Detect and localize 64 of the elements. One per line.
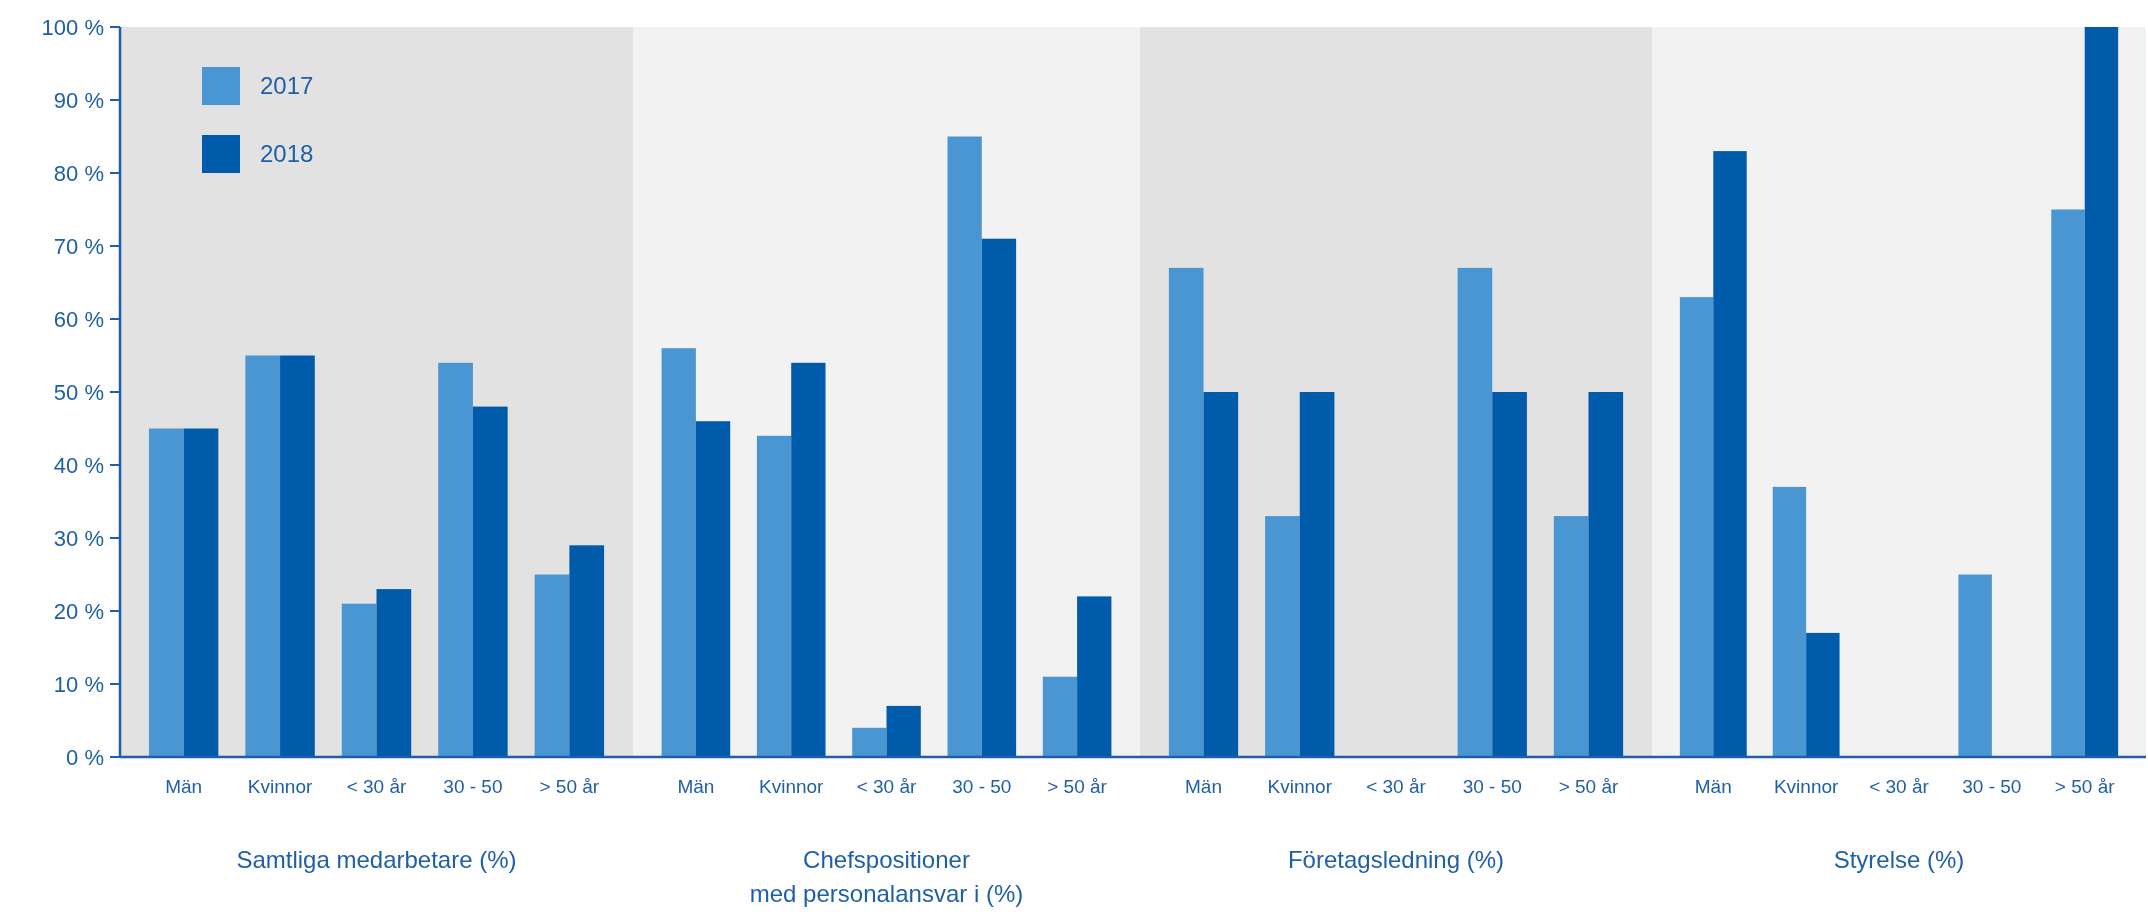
x-tick-label: > 50 år	[2054, 776, 2116, 797]
x-tick-label: > 50 år	[539, 776, 600, 797]
bar	[1077, 596, 1112, 757]
y-tick-label: 30 %	[53, 525, 104, 551]
x-axis-title: Styrelse (%)	[1833, 846, 1965, 873]
bar	[472, 406, 508, 757]
y-tick-label: 0 %	[66, 744, 104, 770]
y-tick-label: 70 %	[53, 233, 104, 259]
x-tick-label: 30 - 50	[1962, 776, 2022, 797]
x-tick-label: < 30 år	[346, 776, 408, 797]
x-axis-title: Chefspositioner med personalansvar i (%)	[749, 846, 1024, 907]
x-tick-label: > 50 år	[1558, 776, 1619, 797]
y-tick-label: 20 %	[53, 598, 104, 624]
x-tick-label: Kvinnor	[758, 776, 825, 797]
x-tick-label: < 30 år	[1869, 776, 1930, 797]
bar	[438, 362, 473, 757]
legend-label: 2017	[260, 72, 314, 100]
bar	[2084, 27, 2119, 757]
bar	[183, 428, 219, 757]
bar	[695, 421, 731, 757]
x-axis-title: Samtliga medarbetare (%)	[236, 846, 517, 873]
bar	[148, 428, 184, 757]
y-tick-label: 60 %	[53, 306, 104, 332]
bar	[534, 574, 570, 757]
y-tick-label: 80 %	[53, 160, 104, 186]
legend-label: 2018	[260, 140, 314, 168]
bar	[376, 589, 412, 757]
x-tick-label: Män	[165, 776, 203, 797]
x-tick-label: 30 - 50	[443, 776, 503, 797]
x-tick-label: < 30 år	[856, 776, 918, 797]
x-tick-label: 30 - 50	[1462, 776, 1522, 797]
bar	[1713, 151, 1747, 757]
y-tick-label: 10 %	[53, 671, 104, 697]
x-tick-label: Kvinnor	[1773, 776, 1840, 797]
bar	[245, 355, 281, 757]
x-tick-label: Kvinnor	[247, 776, 313, 797]
bar	[886, 705, 921, 757]
x-tick-label: > 50 år	[1047, 776, 1108, 797]
bar	[852, 727, 887, 757]
bar	[2051, 209, 2085, 757]
x-tick-label: 30 - 50	[952, 776, 1012, 797]
bar	[1679, 297, 1714, 757]
x-axis-title: Företagsledning (%)	[1287, 846, 1505, 873]
y-tick-label: 100 %	[41, 14, 104, 40]
bar	[661, 348, 696, 757]
x-tick-label: < 30 år	[1366, 776, 1427, 797]
x-tick-label: Män	[1694, 776, 1732, 797]
bar	[1958, 574, 1992, 757]
bar	[791, 362, 826, 757]
x-tick-label: Män	[1185, 776, 1222, 797]
x-tick-label: Män	[677, 776, 715, 797]
y-tick-label: 40 %	[53, 452, 104, 478]
bar	[1806, 632, 1840, 757]
x-tick-label: Kvinnor	[1267, 776, 1333, 797]
bar	[280, 355, 315, 757]
bar	[756, 435, 792, 757]
y-tick-label: 50 %	[53, 379, 104, 405]
bar	[981, 238, 1017, 757]
bar	[341, 603, 377, 757]
bar	[1042, 676, 1078, 757]
bar	[569, 545, 605, 757]
bar	[947, 136, 982, 757]
bar	[1772, 486, 1807, 757]
y-tick-label: 90 %	[53, 87, 104, 113]
